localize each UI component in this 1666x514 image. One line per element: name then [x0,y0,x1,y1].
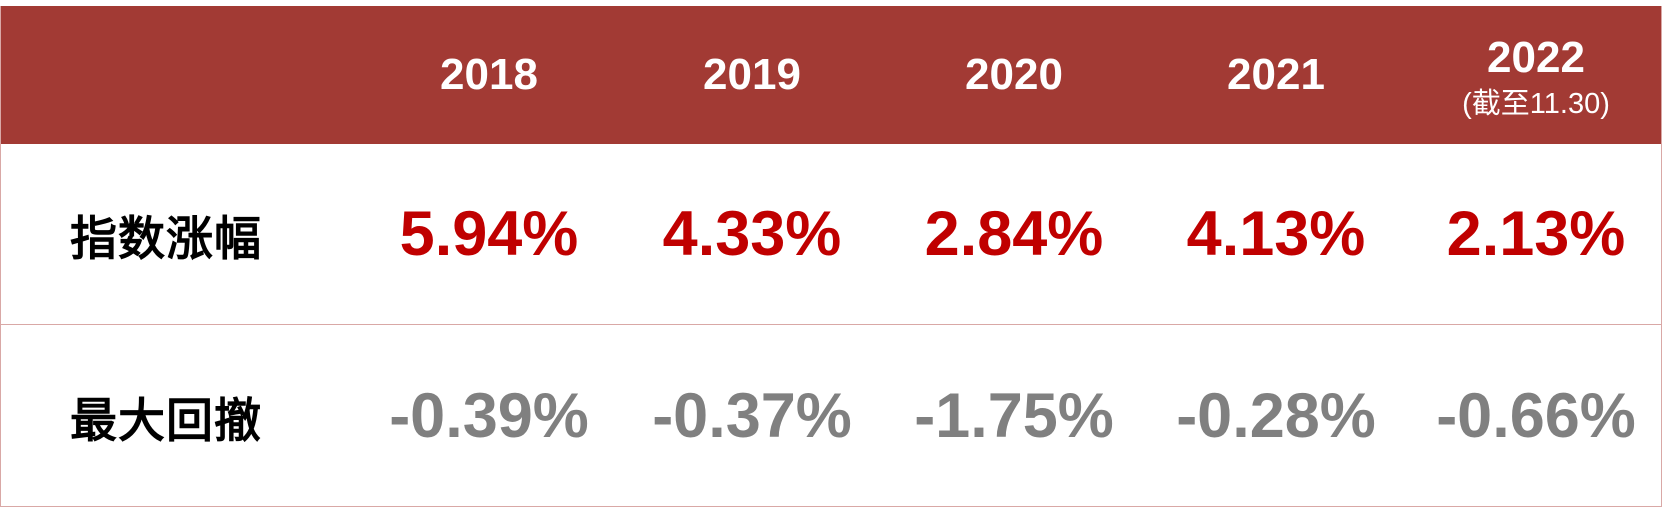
year-label: 2019 [703,50,801,99]
drawdown-value: -0.39% [389,381,589,451]
row-label-cell: 指数涨幅 [1,144,331,324]
table-header: 2018 2019 2020 2021 2022 (截至11.30) [1,6,1661,144]
gain-value: 4.13% [1186,199,1366,269]
gain-value: 2.84% [924,199,1104,269]
table-row-max-drawdown: 最大回撤 -0.39% -0.37% -1.75% -0.28% -0.66% [1,325,1661,507]
value-cell: 2.84% [894,144,1134,324]
drawdown-value: -0.37% [652,381,852,451]
value-cell: 5.94% [369,144,609,324]
row-label: 指数涨幅 [70,211,262,265]
header-year-2021: 2021 [1156,6,1396,144]
year-label: 2020 [965,50,1063,99]
value-cell: 4.33% [632,144,872,324]
value-cell: 2.13% [1416,144,1656,324]
year-label: 2021 [1227,50,1325,99]
header-year-2020: 2020 [894,6,1134,144]
returns-table: 2018 2019 2020 2021 2022 (截至11.30) 指数涨幅 … [0,6,1662,507]
value-cell: -0.28% [1156,325,1396,507]
value-cell: 4.13% [1156,144,1396,324]
drawdown-value: -0.66% [1436,381,1636,451]
row-label-cell: 最大回撤 [1,325,331,507]
year-label: 2022 [1487,32,1585,82]
row-label: 最大回撤 [70,393,262,447]
value-cell: -1.75% [894,325,1134,507]
year-note: (截至11.30) [1462,87,1610,120]
year-label: 2018 [440,50,538,99]
value-cell: -0.66% [1416,325,1656,507]
header-year-2022: 2022 (截至11.30) [1416,6,1656,144]
value-cell: -0.39% [369,325,609,507]
table-row-index-gain: 指数涨幅 5.94% 4.33% 2.84% 4.13% 2.13% [1,144,1661,325]
header-year-2019: 2019 [632,6,872,144]
gain-value: 4.33% [662,199,842,269]
gain-value: 5.94% [399,199,579,269]
header-year-2018: 2018 [369,6,609,144]
drawdown-value: -1.75% [914,381,1114,451]
drawdown-value: -0.28% [1176,381,1376,451]
header-empty-cell [1,6,331,144]
value-cell: -0.37% [632,325,872,507]
gain-value: 2.13% [1446,199,1626,269]
